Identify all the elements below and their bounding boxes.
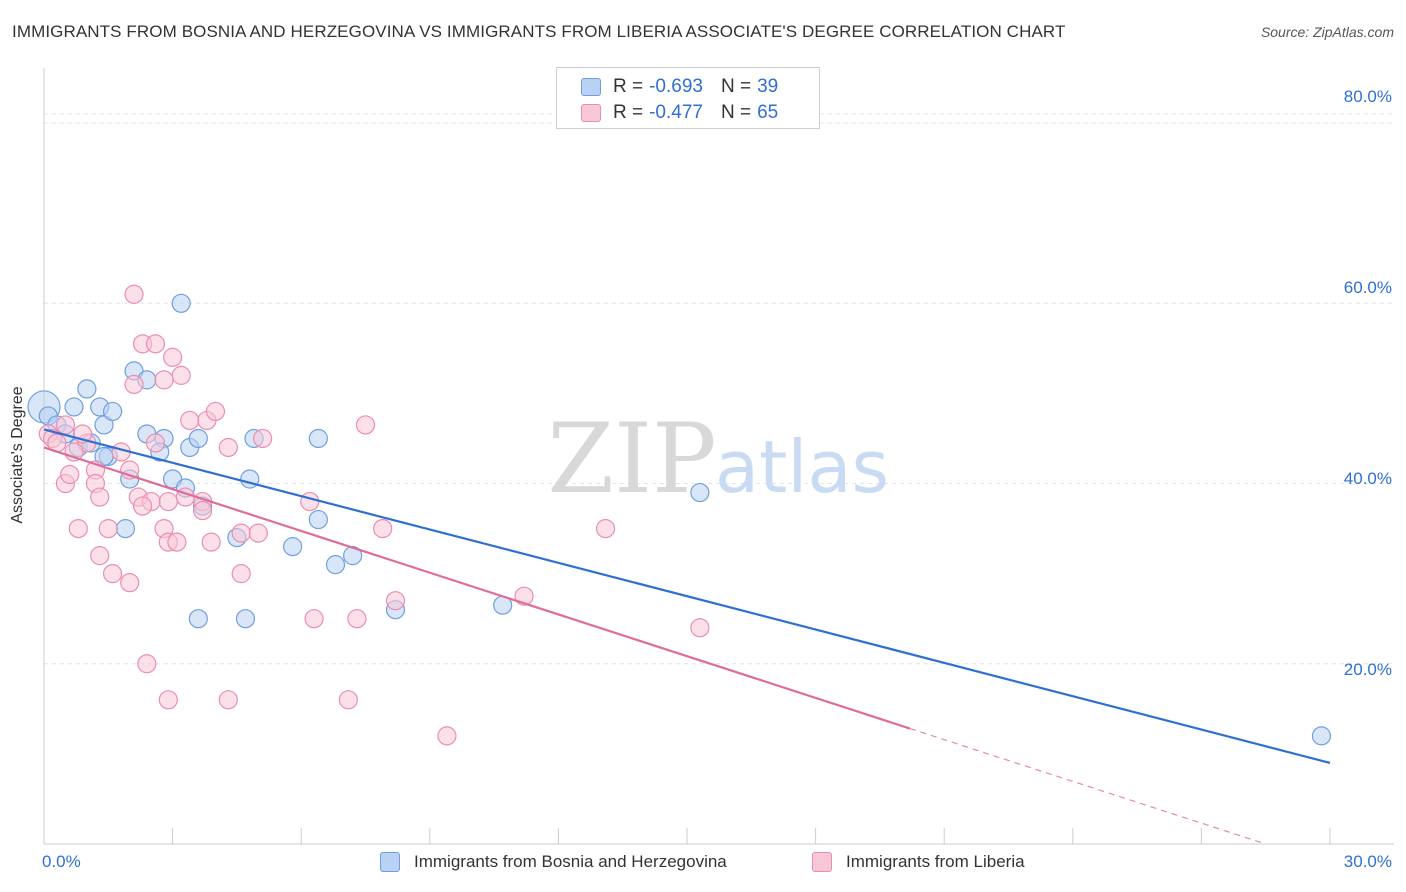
point-liberia-12: [124, 284, 144, 304]
trend-line-bosnia: [43, 428, 1331, 764]
point-liberia-40: [167, 532, 187, 552]
point-liberia-24: [253, 428, 273, 449]
watermark-zip: ZIP: [547, 403, 716, 515]
point-liberia-41: [201, 532, 221, 552]
point-liberia-51: [347, 609, 367, 629]
point-liberia-30: [158, 491, 178, 512]
point-liberia-37: [98, 518, 118, 539]
point-liberia-46: [90, 546, 110, 566]
watermark-atlas: atlas: [715, 425, 889, 509]
point-liberia-49: [231, 564, 251, 584]
point-liberia-42: [231, 523, 251, 543]
y-axis-label: Associate's Degree: [9, 386, 26, 524]
point-bosnia-39: [1311, 726, 1332, 746]
liberia-swatch: [581, 104, 601, 122]
n-value-liberia: 65: [757, 102, 779, 123]
axes: [43, 68, 1394, 845]
point-liberia-23: [218, 437, 238, 458]
legend-swatch-bosnia: [380, 852, 400, 872]
point-liberia-21: [205, 401, 226, 422]
y-tick-label-60: 60.0%: [1343, 278, 1392, 297]
point-bosnia-30: [283, 537, 303, 557]
x-tick-label-max: 30.0%: [1343, 852, 1392, 871]
point-bosnia-19: [308, 428, 328, 449]
series-legend: Immigrants from Bosnia and Herzegovina I…: [0, 852, 1406, 876]
legend-item-bosnia[interactable]: Immigrants from Bosnia and Herzegovina: [380, 852, 727, 872]
point-bosnia-10: [102, 401, 123, 422]
r-value-liberia: -0.477: [649, 102, 703, 123]
point-liberia-58: [338, 690, 358, 710]
chart-title: IMMIGRANTS FROM BOSNIA AND HERZEGOVINA V…: [12, 22, 1066, 41]
point-liberia-10: [60, 464, 80, 485]
point-liberia-53: [514, 586, 534, 606]
legend-item-liberia[interactable]: Immigrants from Liberia: [812, 852, 1025, 872]
r-label: R =: [613, 76, 644, 97]
stats-legend: R = -0.693 N = 39 R = -0.477 N = 65: [556, 67, 820, 129]
point-bosnia-13: [171, 293, 191, 313]
point-bosnia-7: [64, 397, 84, 417]
point-liberia-59: [437, 726, 457, 746]
point-liberia-33: [193, 500, 213, 521]
n-value-bosnia: 39: [757, 76, 779, 97]
legend-label-liberia: Immigrants from Liberia: [846, 852, 1025, 871]
point-liberia-2: [55, 415, 76, 435]
point-bosnia-6: [94, 415, 114, 435]
point-liberia-25: [355, 415, 376, 435]
point-liberia-19: [180, 410, 200, 431]
stats-row-bosnia: R = -0.693 N = 39: [581, 76, 778, 98]
point-liberia-15: [163, 347, 183, 367]
point-bosnia-28: [115, 518, 136, 539]
x-tick-label-min: 0.0%: [42, 852, 81, 871]
point-liberia-22: [145, 433, 166, 453]
point-liberia-50: [304, 609, 324, 629]
point-liberia-35: [132, 496, 153, 516]
point-liberia-56: [158, 690, 178, 710]
point-bosnia-32: [325, 555, 346, 575]
source-label: Source: ZipAtlas.com: [1260, 24, 1394, 40]
point-liberia-44: [373, 518, 393, 539]
point-bosnia-38: [690, 482, 710, 503]
n-label: N =: [720, 102, 752, 123]
trend-line-liberia-extension: [909, 727, 1266, 845]
r-value-bosnia: -0.693: [649, 76, 703, 97]
point-liberia-27: [90, 487, 110, 507]
point-bosnia-31: [308, 509, 328, 530]
legend-label-bosnia: Immigrants from Bosnia and Herzegovina: [414, 852, 727, 871]
point-liberia-43: [248, 523, 268, 543]
point-liberia-52: [385, 591, 406, 611]
point-bosnia-35: [235, 609, 256, 629]
point-liberia-55: [137, 654, 157, 674]
point-liberia-57: [218, 690, 238, 710]
point-liberia-34: [300, 491, 320, 512]
series-bosnia-points: [27, 293, 1332, 746]
point-liberia-17: [154, 370, 174, 390]
point-liberia-47: [102, 564, 123, 584]
n-label: N =: [720, 76, 752, 97]
watermark: ZIP atlas: [547, 403, 889, 515]
point-bosnia-34: [188, 609, 208, 629]
y-tick-label-40: 40.0%: [1343, 469, 1392, 488]
y-tick-label-20: 20.0%: [1343, 660, 1392, 679]
bosnia-swatch: [581, 78, 601, 96]
trend-line-liberia: [43, 446, 911, 730]
point-liberia-45: [595, 518, 616, 539]
stats-row-liberia: R = -0.477 N = 65: [581, 102, 778, 124]
point-liberia-14: [145, 334, 166, 354]
point-liberia-54: [690, 618, 710, 638]
point-liberia-36: [68, 518, 88, 539]
legend-swatch-liberia: [812, 852, 832, 872]
r-label: R =: [613, 102, 644, 123]
point-bosnia-9: [77, 379, 97, 399]
y-tick-label-80: 80.0%: [1343, 87, 1392, 106]
point-liberia-48: [120, 573, 140, 593]
point-liberia-16: [171, 365, 191, 385]
trend-lines: [43, 428, 1331, 845]
point-bosnia-17: [188, 428, 208, 449]
point-liberia-18: [124, 374, 144, 394]
